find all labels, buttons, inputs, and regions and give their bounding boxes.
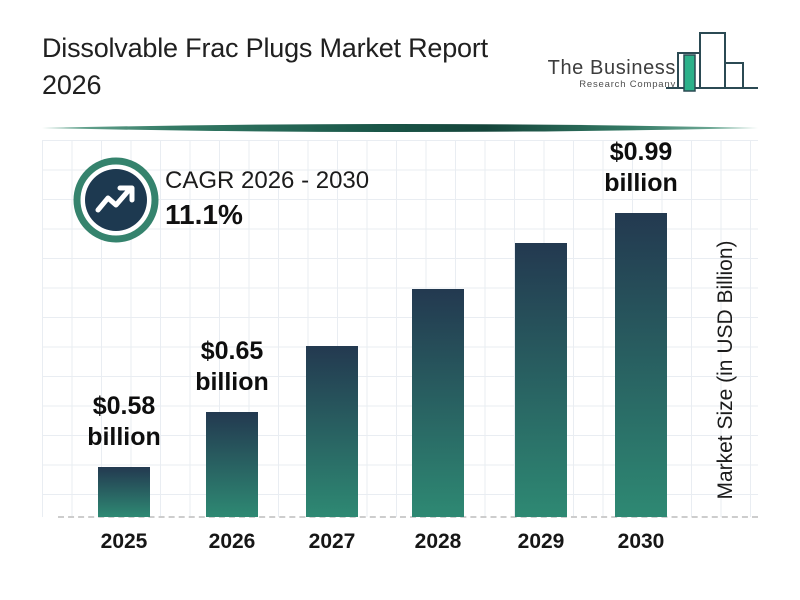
bar-value-label-2025: $0.58 billion [87, 392, 161, 451]
page-title-line1: Dissolvable Frac Plugs Market Report [42, 33, 488, 63]
bar-2025 [98, 467, 150, 517]
x-tick-label-2027: 2027 [308, 530, 356, 553]
x-tick-label-2026: 2026 [208, 530, 256, 553]
bar-2030 [615, 213, 667, 517]
company-logo: The Business Research Company [548, 31, 760, 97]
bar-chart-logo-icon [666, 32, 758, 92]
bar-value-label-2026: $0.65 billion [195, 337, 269, 396]
x-tick-label-2029: 2029 [517, 530, 565, 553]
cagr-label: CAGR 2026 - 2030 [165, 167, 370, 194]
cagr-value: 11.1% [165, 199, 243, 230]
page-title-line2: 2026 [42, 70, 102, 100]
divider-ribbon [42, 124, 758, 132]
page-title: Dissolvable Frac Plugs Market Report 202… [42, 30, 488, 104]
company-logo-text: The Business Research Company [548, 57, 676, 91]
x-tick-label-2030: 2030 [617, 530, 665, 553]
cagr-annotation: CAGR 2026 - 2030 11.1% [165, 165, 369, 230]
logo-subtitle: Research Company [579, 79, 676, 90]
bar-2027 [306, 346, 358, 517]
bar-2029 [515, 243, 567, 517]
logo-name: The Business [547, 57, 676, 79]
bar-2026 [206, 412, 258, 517]
y-axis-label: Market Size (in USD Billion) [714, 240, 737, 500]
bar-value-label-2030: $0.99 billion [604, 138, 678, 197]
bar-2028 [412, 289, 464, 517]
x-tick-label-2025: 2025 [100, 530, 148, 553]
x-tick-label-2028: 2028 [414, 530, 462, 553]
x-axis-baseline [58, 516, 758, 518]
growth-arrow-icon [73, 157, 159, 243]
